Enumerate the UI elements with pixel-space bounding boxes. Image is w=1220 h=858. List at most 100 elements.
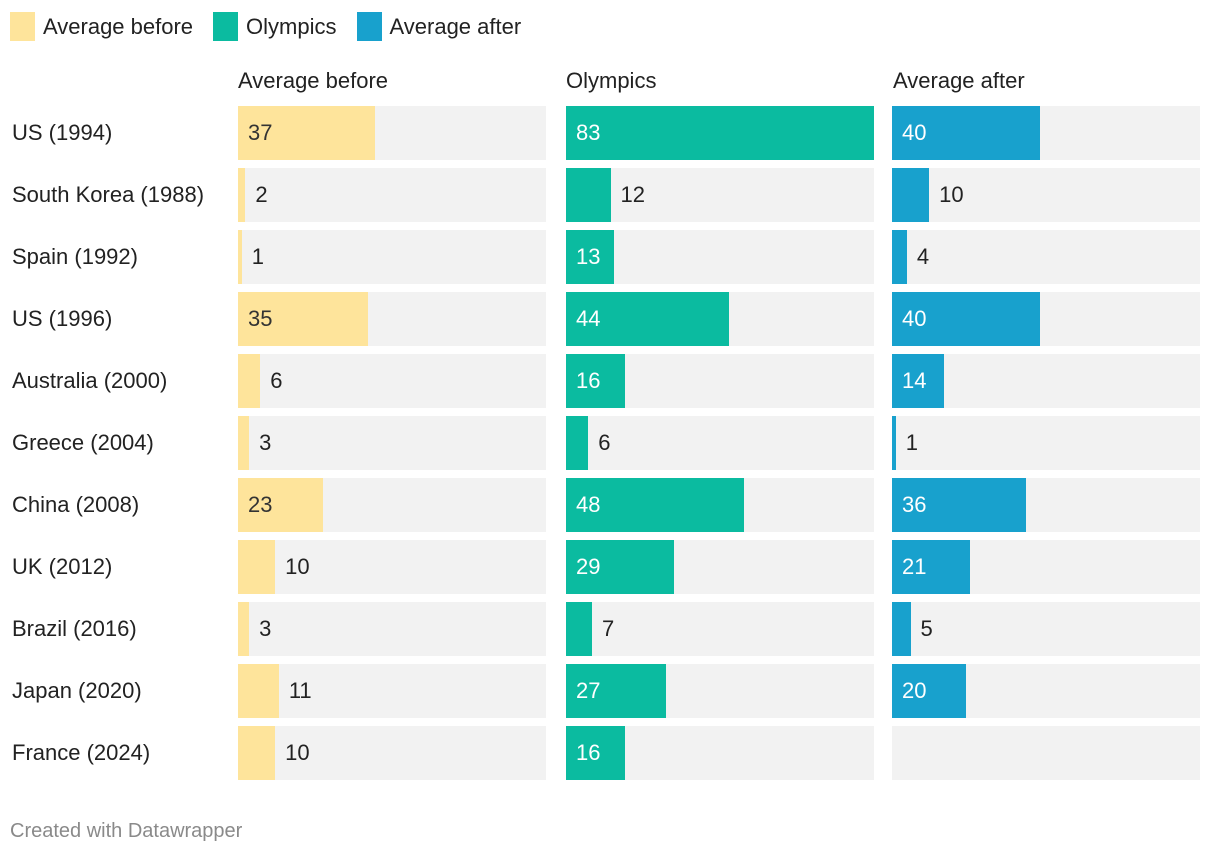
data-label: 20 [902,678,927,703]
footer-credit: Created with Datawrapper [10,820,243,842]
data-label: 23 [248,492,273,517]
bar-track: 44 [566,292,874,346]
data-label: 37 [248,120,273,145]
bar-track: 6 [238,354,546,408]
bar-track: 40 [892,106,1200,160]
data-label: 83 [576,120,601,145]
legend-swatch [356,12,382,41]
data-label: 44 [576,306,601,331]
bar-track [892,726,1200,780]
bar [566,540,674,594]
data-label: 6 [598,430,611,455]
bar-track: 3 [238,416,546,470]
data-label: 40 [902,306,927,331]
row-label: Brazil (2016) [12,616,137,641]
bar [238,664,279,718]
bar-track: 10 [238,540,546,594]
bar [566,354,626,408]
row-label: US (1994) [12,120,113,145]
bar [892,168,930,222]
data-label: 6 [270,368,283,393]
data-label: 35 [248,306,273,331]
bar [566,478,745,532]
bar [238,106,376,160]
legend: Average before Olympics Average after [10,12,541,41]
data-label: 3 [259,616,272,641]
data-label: 48 [576,492,601,517]
bar [238,354,261,408]
bar [892,354,944,408]
legend-label: Average before [43,13,194,39]
row-label: US (1996) [12,306,113,331]
bar-track: 16 [566,726,874,780]
bar [566,416,589,470]
legend-item-average-before: Average before [10,12,193,41]
data-label: 4 [916,244,930,269]
data-label: 1 [905,430,918,455]
data-label: 36 [902,492,927,517]
bar [238,540,276,594]
bar [892,478,1026,532]
bar-track: 20 [892,664,1200,718]
row-label: Greece (2004) [12,430,154,455]
data-label: 1 [251,244,264,269]
data-label: 29 [576,554,601,579]
data-label: 40 [902,120,927,145]
data-label: 12 [620,182,645,207]
bar-track: 7 [566,602,874,656]
row-label: Japan (2020) [12,678,142,703]
data-label: 13 [576,244,601,269]
column-header-average-after: Average after [893,68,1025,93]
bar [566,168,611,222]
bar [566,726,626,780]
data-label: 10 [939,182,964,207]
bar [566,292,730,346]
data-label: 11 [288,678,312,703]
bar [238,292,368,346]
bar [238,602,250,656]
data-label: 5 [920,616,933,641]
data-label: 10 [285,554,310,579]
bar-track: 5 [892,602,1200,656]
data-label: 10 [285,740,310,765]
legend-label: Olympics [246,13,337,39]
bar-track: 1 [238,230,546,284]
bar [238,478,324,532]
bar [892,230,907,284]
data-label: 14 [902,368,927,393]
data-label: 21 [902,554,927,579]
data-label: 3 [259,430,272,455]
row-label: South Korea (1988) [12,182,205,207]
bar-track: 48 [566,478,874,532]
legend-swatch [10,12,35,41]
bar-track: 6 [566,416,874,470]
bar-track: 4 [892,230,1200,284]
bar [892,664,967,718]
bar-track: 83 [566,106,874,160]
bar-track: 36 [892,478,1200,532]
legend-label: Average after [389,13,522,39]
column-header-average-before: Average before [238,68,389,93]
bar [238,230,242,284]
legend-item-olympics: Olympics [213,12,337,41]
column-header-olympics: Olympics [566,68,657,93]
bar [892,292,1041,346]
bar [892,602,911,656]
bar-track: 1 [892,416,1200,470]
data-label: 2 [255,182,268,207]
bar [238,726,276,780]
bar-track: 29 [566,540,874,594]
row-label: China (2008) [12,492,140,517]
legend-item-average-after: Average after [356,12,522,41]
bar-track: 11 [238,664,546,718]
bar-track: 10 [238,726,546,780]
bar-track: 3 [238,602,546,656]
bar-track: 23 [238,478,546,532]
data-label: 16 [576,740,601,765]
bar [892,106,1041,160]
bar-track: 10 [892,168,1200,222]
bar [238,168,246,222]
bar-track: 2 [238,168,546,222]
bar [892,416,896,470]
